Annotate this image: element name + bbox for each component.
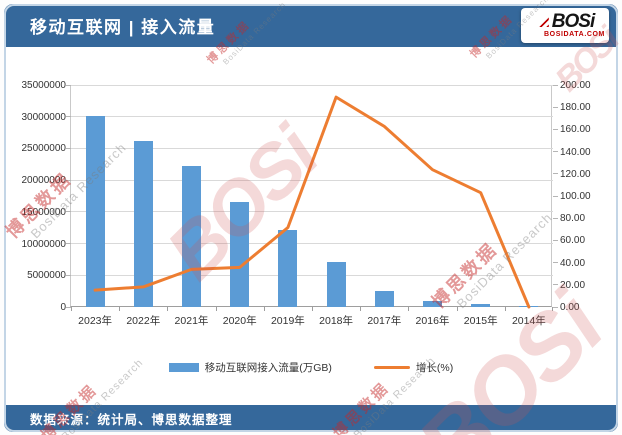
bar-2022年 <box>133 140 153 307</box>
x-axis-tick <box>119 307 121 311</box>
y-axis-tick <box>553 195 558 197</box>
y-axis-left-label: 5000000 <box>27 270 66 282</box>
gridline <box>71 84 553 86</box>
y-axis-tick <box>553 284 558 286</box>
bar-2016年 <box>423 301 442 307</box>
y-axis-tick <box>553 173 558 175</box>
logo-site-text: BOSIDATA.COM <box>544 31 605 39</box>
data-source-text: 数据来源：统计局、博思数据整理 <box>30 413 233 427</box>
x-axis-label: 2016年 <box>415 315 450 327</box>
legend-label: 移动互联网接入流量(万GB) <box>204 362 332 374</box>
x-axis-tick <box>167 307 169 311</box>
bar-2017年 <box>374 291 394 307</box>
logo-hatch-icon <box>535 16 549 28</box>
x-axis-tick <box>71 307 72 311</box>
y-axis-tick <box>66 274 71 276</box>
y-axis-right-label: 120.00 <box>560 168 591 180</box>
chart-legend: 移动互联网接入流量(万GB) 增长(%) <box>6 360 616 375</box>
y-axis-right-label: 140.00 <box>560 146 591 158</box>
y-axis-tick <box>66 243 71 245</box>
y-axis-right-label: 80.00 <box>560 213 586 225</box>
bar-2015年 <box>471 304 491 307</box>
y-axis-tick <box>66 84 71 86</box>
y-axis-tick <box>553 306 558 308</box>
y-axis-tick <box>553 128 558 130</box>
x-axis-tick <box>312 307 313 311</box>
bosi-logo: BOSi BOSIDATA.COM <box>521 8 609 43</box>
legend-item: 增长(%) <box>373 360 454 375</box>
x-axis-label: 2014年 <box>511 315 546 327</box>
y-axis-tick <box>553 84 558 86</box>
x-axis-label: 2022年 <box>126 315 161 327</box>
y-axis-tick <box>66 147 71 149</box>
legend-bar-swatch-icon <box>168 363 199 372</box>
header: 移动互联网 | 接入流量 BOSi BOSIDATA.COM <box>4 4 618 47</box>
logo-brand-text: BOSi <box>551 11 595 33</box>
y-axis-tick <box>553 262 558 264</box>
bar-2018年 <box>326 261 346 307</box>
y-axis-right-label: 40.00 <box>560 257 586 269</box>
y-axis-left-label: 0 <box>60 302 66 313</box>
y-axis-tick <box>553 106 558 108</box>
x-axis-tick <box>360 307 362 311</box>
legend-item: 移动互联网接入流量(万GB) <box>168 360 332 375</box>
y-axis-tick <box>553 239 558 241</box>
y-axis-right-label: 180.00 <box>560 102 591 114</box>
x-axis-label: 2017年 <box>367 315 402 327</box>
bar-2020年 <box>230 201 250 307</box>
y-axis-tick <box>66 179 71 181</box>
chart-area: 0 5000000 10000000 15000000 20000000 25000000… <box>6 47 616 405</box>
x-axis-label: 2020年 <box>222 315 257 327</box>
y-axis-tick <box>553 151 558 153</box>
y-axis-right-label: 0.00 <box>560 302 580 313</box>
x-axis-label: 2021年 <box>174 315 209 327</box>
gridline <box>71 147 553 149</box>
x-axis-tick <box>456 307 458 311</box>
y-axis-left-label: 10000000 <box>21 238 67 250</box>
legend-label: 增长(%) <box>415 362 454 374</box>
growth-line <box>93 95 531 309</box>
gridline <box>71 274 553 276</box>
y-axis-left-label: 25000000 <box>21 143 67 155</box>
page-title: 移动互联网 | 接入流量 <box>30 18 216 37</box>
y-axis-left-label: 20000000 <box>21 175 67 187</box>
x-axis-tick <box>408 307 410 311</box>
x-axis-tick <box>504 307 506 311</box>
y-axis-right-label: 60.00 <box>560 235 586 247</box>
bar-2023年 <box>85 115 105 307</box>
y-axis-tick <box>66 116 71 118</box>
y-axis-left-label: 35000000 <box>21 80 67 91</box>
x-axis-label: 2018年 <box>319 315 354 327</box>
gridline <box>71 243 553 245</box>
x-axis-tick <box>552 307 553 311</box>
y-axis-left-label: 15000000 <box>21 206 67 218</box>
gridline <box>71 179 553 181</box>
legend-line-swatch-icon <box>373 365 410 370</box>
x-axis-label: 2023年 <box>78 315 113 327</box>
x-axis-tick <box>263 307 265 311</box>
x-axis-label: 2019年 <box>270 315 305 327</box>
y-axis-right-label: 160.00 <box>560 124 591 136</box>
y-axis-right-label: 200.00 <box>560 80 591 91</box>
y-axis-right-label: 20.00 <box>560 279 586 291</box>
x-axis-label: 2015年 <box>463 315 498 327</box>
chart-plot-area: 0 5000000 10000000 15000000 20000000 25000000… <box>22 80 591 327</box>
y-axis-left-label: 30000000 <box>21 111 67 123</box>
x-axis-tick <box>215 307 217 311</box>
gridline <box>71 116 553 118</box>
footer: 数据来源：统计局、博思数据整理 <box>4 405 618 432</box>
gridline <box>71 211 553 213</box>
y-axis-tick <box>553 217 558 219</box>
y-axis-right-label: 100.00 <box>560 191 591 202</box>
y-axis-tick <box>66 211 71 213</box>
y-axis-tick <box>66 306 71 308</box>
bar-2019年 <box>278 229 298 307</box>
